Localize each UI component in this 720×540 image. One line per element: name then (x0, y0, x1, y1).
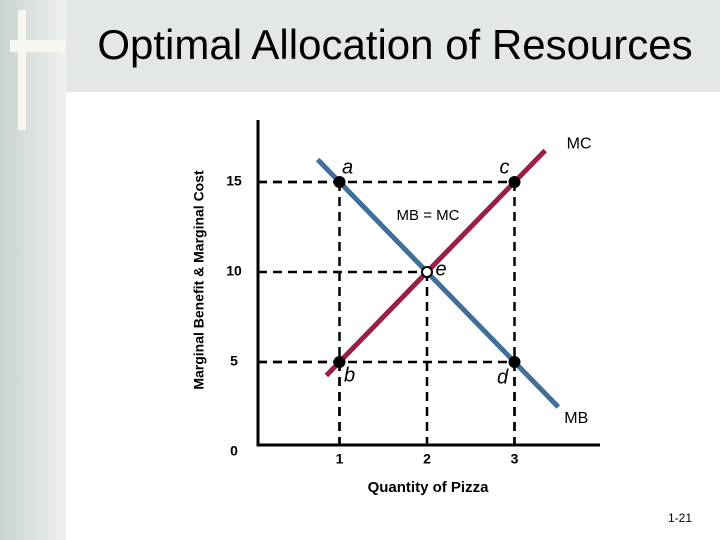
point (333, 356, 346, 368)
series-label: MB (564, 410, 588, 427)
point (508, 356, 521, 368)
point-label: b (344, 364, 355, 386)
side-strip (0, 0, 66, 540)
y-tick-label: 0 (230, 443, 238, 459)
point-label: c (500, 156, 510, 178)
point (421, 266, 433, 278)
point (333, 176, 346, 188)
point-label: e (435, 258, 446, 280)
x-tick-label: 1 (336, 451, 344, 467)
point (508, 176, 521, 188)
point-label: a (342, 156, 353, 178)
y-axis-label: Marginal Benefit & Marginal Cost (191, 170, 207, 390)
series-label: MC (567, 136, 592, 153)
annotation: MB = MC (397, 207, 460, 224)
page-number: 1-21 (668, 511, 692, 525)
y-tick-label: 5 (230, 353, 238, 369)
chart-title: Optimal Allocation of Resources (97, 21, 692, 68)
decor (18, 10, 26, 130)
series-line (324, 148, 547, 378)
y-tick-label: 10 (226, 263, 242, 279)
decor (10, 40, 66, 52)
x-tick-label: 3 (511, 451, 519, 467)
x-tick-label: 2 (423, 451, 431, 467)
x-axis-label: Quantity of Pizza (368, 479, 490, 496)
point-label: d (497, 366, 509, 388)
title-band (66, 0, 720, 92)
y-tick-label: 15 (226, 173, 242, 189)
